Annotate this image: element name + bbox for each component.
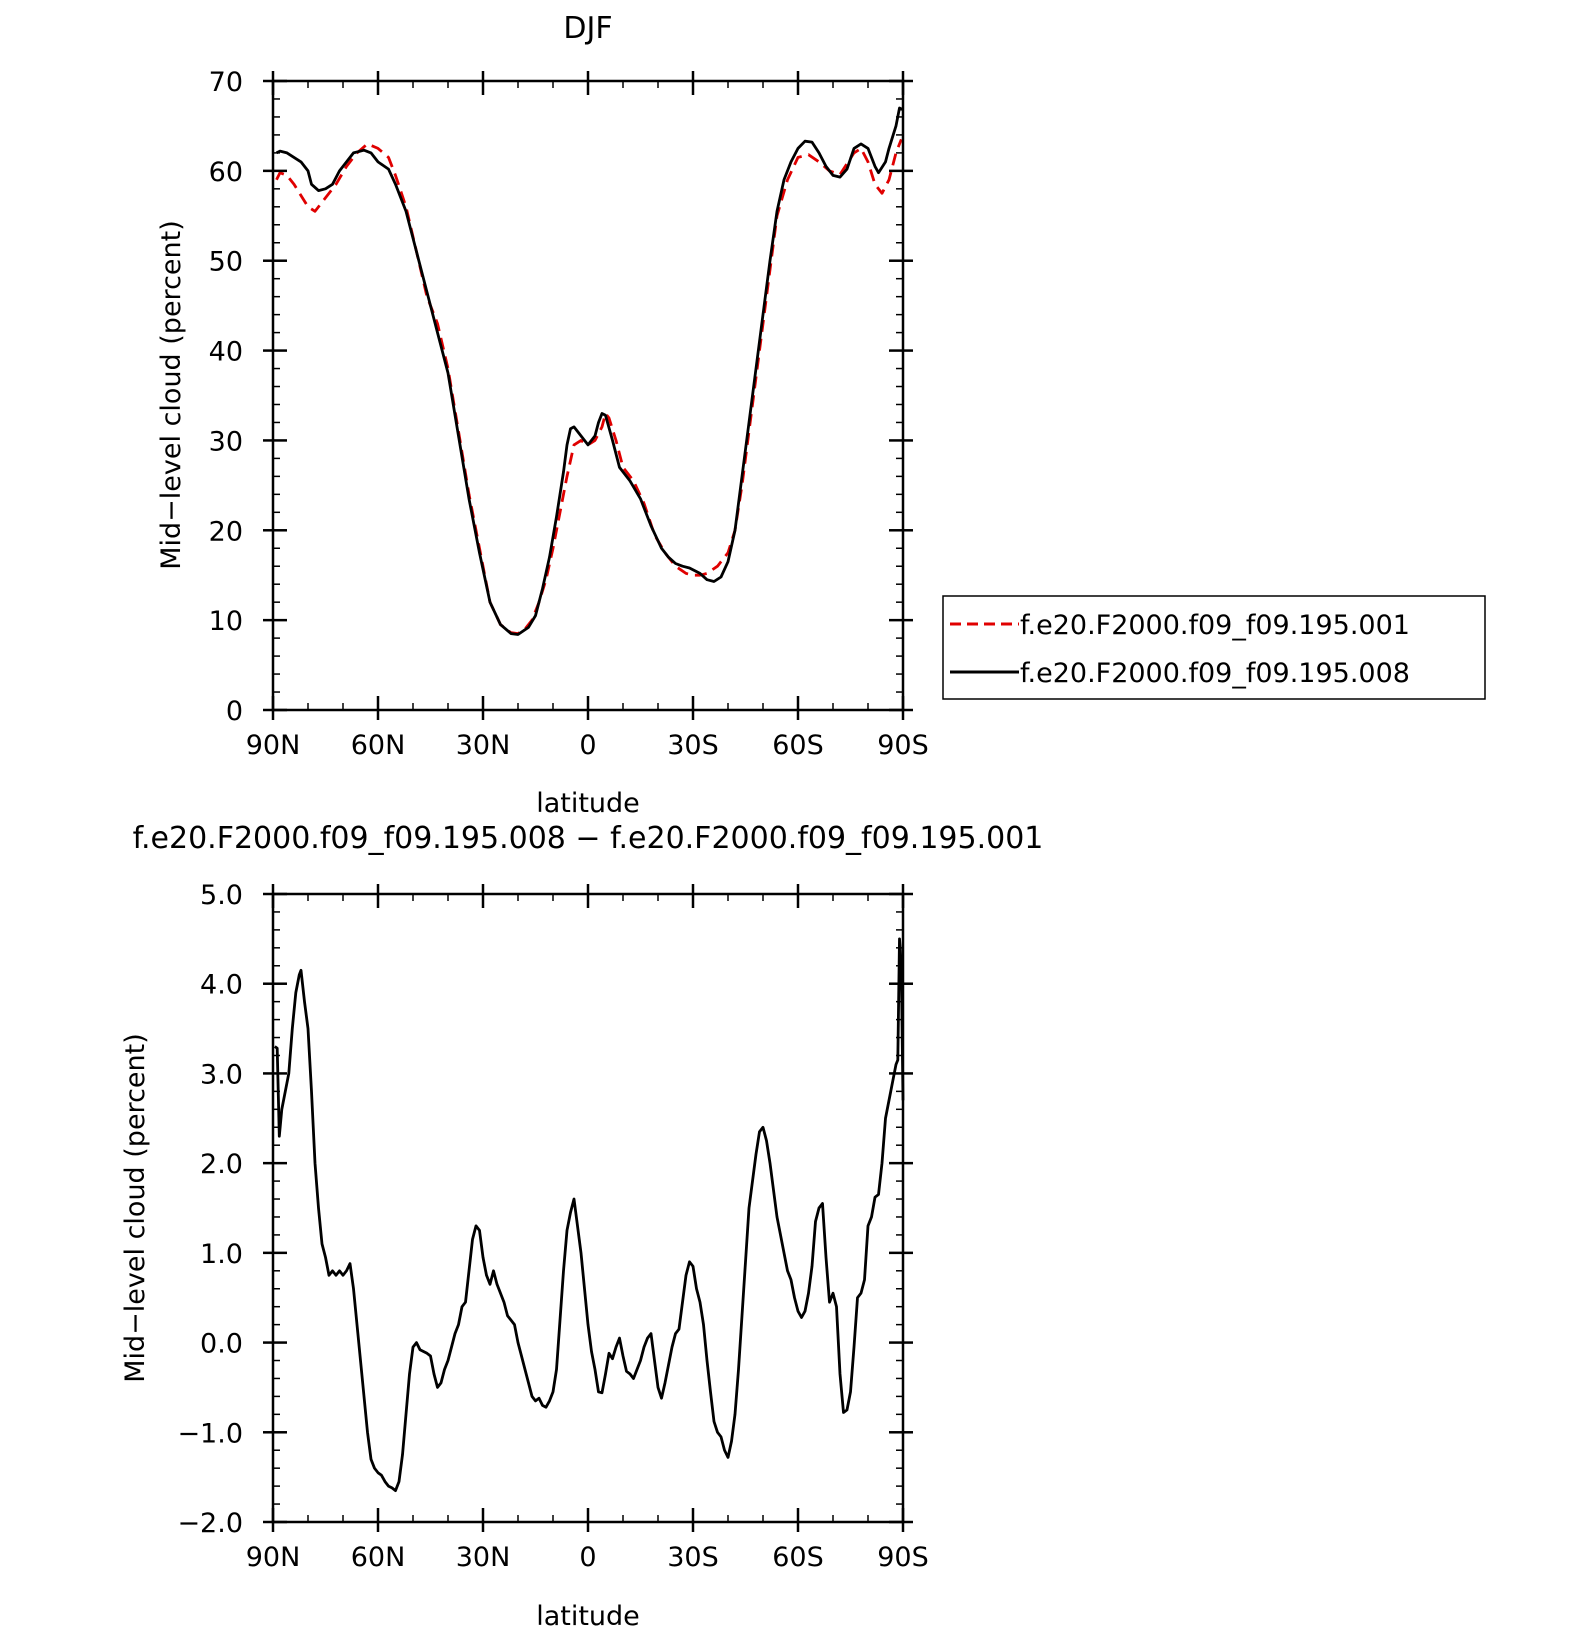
panel2-x-tick-label: 30N: [456, 1542, 511, 1573]
panel2-y-tick-label: 5.0: [200, 880, 243, 911]
panel2-y-tick-label: 4.0: [200, 970, 243, 1001]
panel1-y-axis-label: Mid−level cloud (percent): [156, 220, 187, 570]
panel1-frame: [271, 79, 905, 712]
legend-label-series-2: f.e20.F2000.f09_f09.195.008: [1020, 658, 1410, 689]
panel2-x-tick-label: 60S: [772, 1542, 824, 1573]
panel1-title: DJF: [563, 11, 612, 46]
panel2-x-tick-label: 90S: [877, 1542, 929, 1573]
panel1-x-tick-label: 30S: [667, 730, 719, 761]
panel1-plot-lines: [275, 106, 904, 636]
panel2-x-tick-label: 0: [579, 1542, 596, 1573]
panel1-x-tick-label: 90N: [246, 730, 301, 761]
legend-box: [942, 595, 1486, 700]
panel1-y-tick-label: 40: [209, 337, 243, 368]
panel1-y-tick-label: 20: [209, 516, 243, 547]
panel1-series-line-2: [275, 106, 904, 636]
panel1-y-tick-label: 60: [209, 157, 243, 188]
top-panel: DJF 90N 60N 30N 0 30S 60S 90S 0 10 20 30 40 50 60 70 l…: [156, 11, 1486, 819]
panel1-x-axis-label: latitude: [536, 788, 640, 819]
panel2-x-tick-label: 60N: [351, 1542, 406, 1573]
panel1-x-tick-label: 30N: [456, 730, 511, 761]
panel2-series-line-1: [273, 937, 905, 1492]
panel1-y-tick-label: 0: [226, 696, 243, 727]
legend-label-series-1: f.e20.F2000.f09_f09.195.001: [1020, 610, 1410, 641]
panel1-series-line-1: [275, 138, 903, 635]
panel2-plot-lines: [273, 937, 905, 1492]
panel1-y-tick-label: 50: [209, 247, 243, 278]
panel1-x-tick-label: 60N: [351, 730, 406, 761]
panel2-y-tick-label: −2.0: [177, 1508, 243, 1539]
panel2-y-tick-label: 2.0: [200, 1149, 243, 1180]
panel2-y-tick-label: 3.0: [200, 1059, 243, 1090]
panel2-y-tick-label: 0.0: [200, 1329, 243, 1360]
panel2-y-axis-label: Mid−level cloud (percent): [120, 1033, 151, 1383]
panel2-y-tick-label: 1.0: [200, 1239, 243, 1270]
panel1-x-tick-label: 60S: [772, 730, 824, 761]
panel1-y-tick-label: 10: [209, 606, 243, 637]
panel2-x-tick-label: 90N: [246, 1542, 301, 1573]
panel1-ticks: 90N 60N 30N 0 30S 60S 90S 0 10 20 30 40 50 60 70: [209, 67, 929, 761]
panel2-x-tick-label: 30S: [667, 1542, 719, 1573]
panel2-y-tick-label: −1.0: [177, 1418, 243, 1449]
panel2-x-axis-label: latitude: [536, 1601, 640, 1632]
bottom-panel: f.e20.F2000.f09_f09.195.008 − f.e20.F200…: [120, 821, 1043, 1632]
panel1-y-tick-label: 70: [209, 67, 243, 98]
panel1-y-tick-label: 30: [209, 426, 243, 457]
panel1-x-tick-label: 90S: [877, 730, 929, 761]
panel2-title: f.e20.F2000.f09_f09.195.008 − f.e20.F200…: [133, 821, 1044, 856]
panel2-ticks: 90N 60N 30N 0 30S 60S 90S −2.0 −1.0 0.0 1.0 2.0 3.0 4…: [177, 880, 928, 1573]
legend: f.e20.F2000.f09_f09.195.001 f.e20.F2000.…: [942, 595, 1486, 700]
panel1-x-tick-label: 0: [579, 730, 596, 761]
